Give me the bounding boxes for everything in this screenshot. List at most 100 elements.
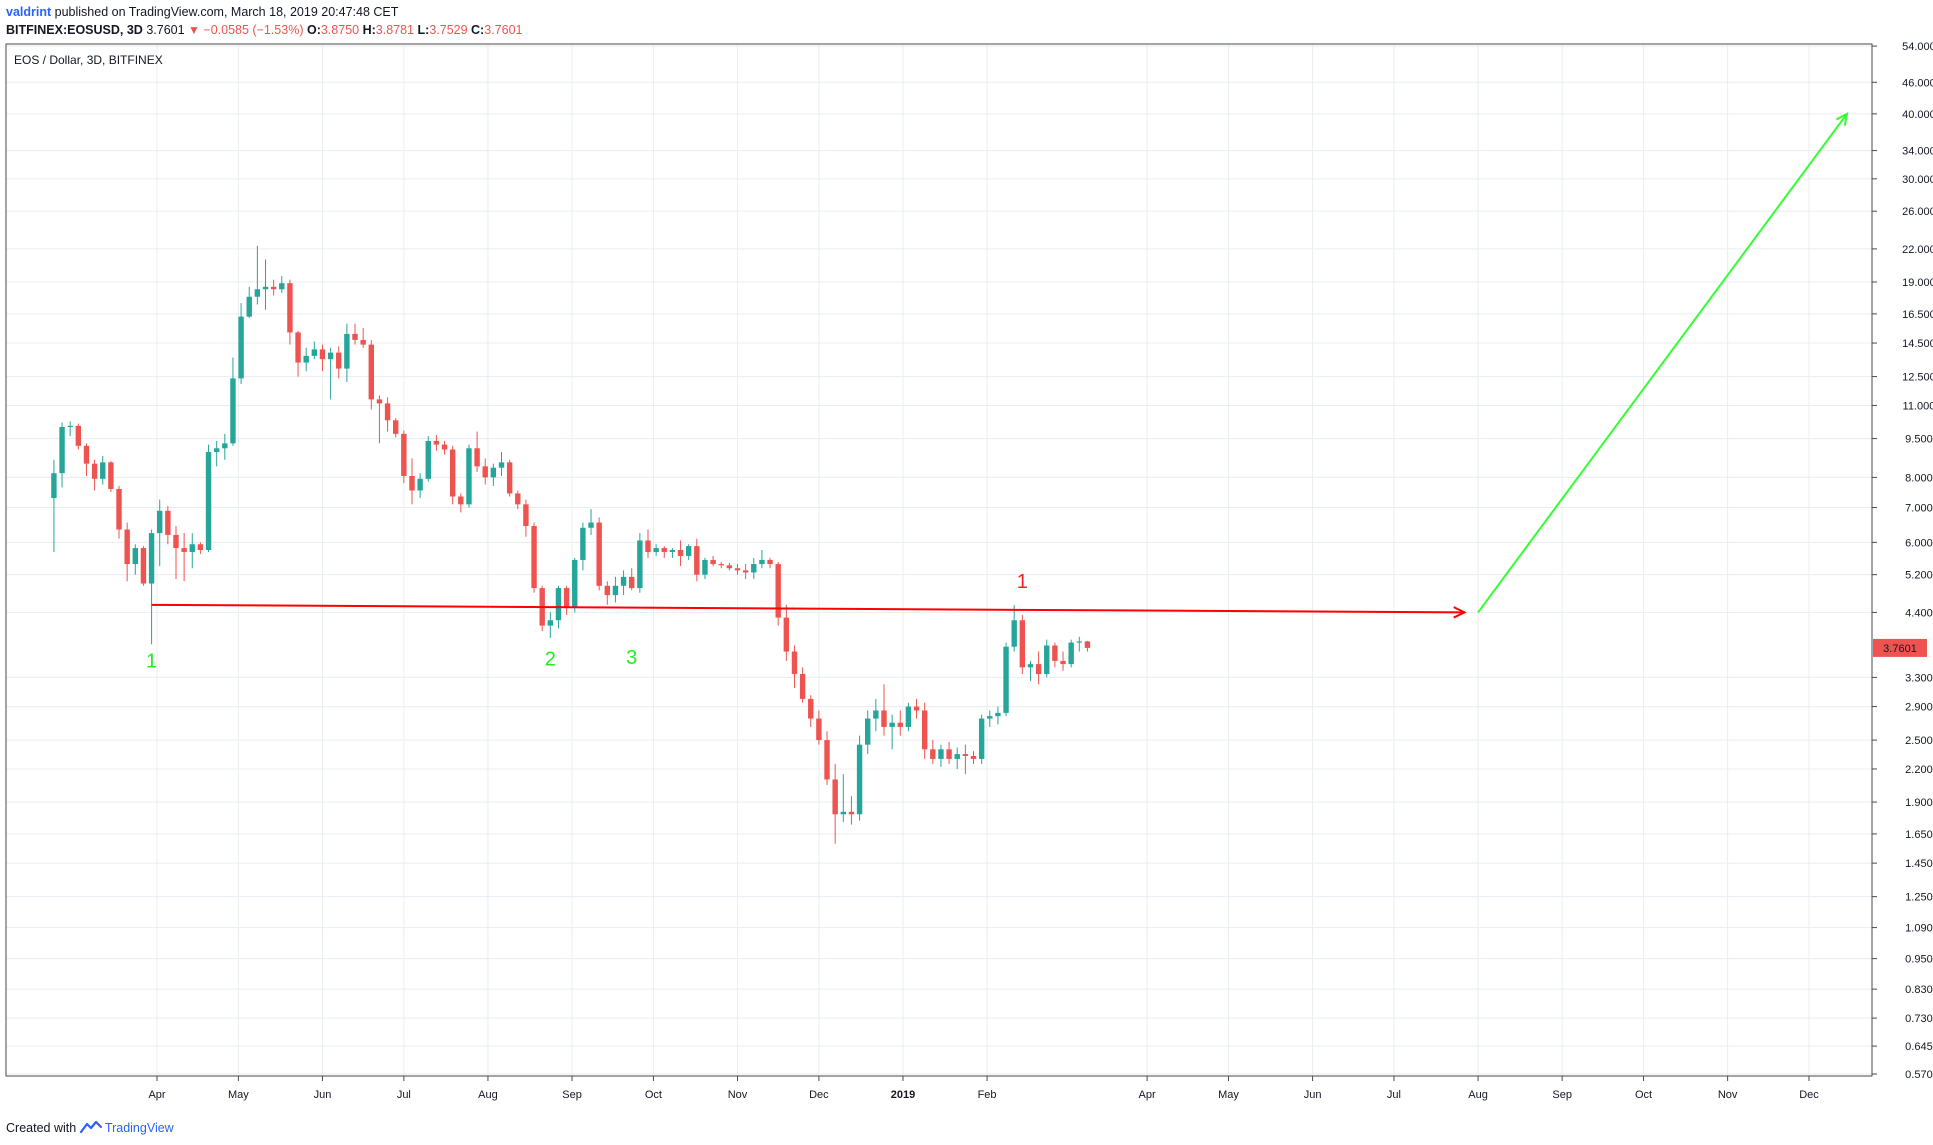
candle [124,522,130,582]
candle [783,604,790,661]
candle-body [1011,620,1017,647]
candle [515,490,521,510]
candle-body [759,559,765,565]
candle-body [238,316,244,379]
candle [539,585,545,632]
close-label: C: [471,23,485,37]
wave-label: 3 [626,647,637,669]
candle [197,542,204,554]
time-tick-label: May [228,1089,249,1101]
annotations-layer: 1 2 3 1 [146,112,1849,672]
candle-body [856,744,863,815]
candle-body [181,548,187,552]
wave-label: 1 [1017,571,1028,593]
symbol-info: BITFINEX:EOSUSD, 3D 3.7601 ▼ −0.0585 (−1… [6,23,522,37]
price-tick-label: 19.0000 [1902,277,1933,289]
candle-body [515,493,521,505]
candle [913,698,920,719]
candle [759,550,765,569]
open-value: 3.8750 [320,23,360,37]
publish-info: valdrint published on TradingView.com, M… [6,5,398,19]
candle-body [1027,664,1034,668]
candle-body [588,522,594,528]
candle [425,436,431,482]
candle [230,357,236,446]
candle-body [498,462,505,468]
candle-body [921,710,928,750]
price-tick-label: 8.0000 [1905,472,1933,484]
candle-body [67,425,73,427]
time-tick-label: Nov [1718,1089,1738,1101]
candle-body [124,529,130,565]
time-tick-label: Dec [1799,1089,1819,1101]
price-tick-label: 14.5000 [1902,338,1933,350]
candle [319,344,326,372]
time-tick-label: Aug [1468,1089,1488,1101]
symbol-name[interactable]: BITFINEX:EOSUSD, 3D [6,23,143,37]
price-tick-label: 2.5000 [1905,735,1933,747]
time-tick-label: Jun [314,1089,332,1101]
candle [791,645,798,688]
candle [840,774,846,822]
candle-body [523,504,529,527]
candle [393,418,399,438]
candle-body [83,445,90,464]
candle-body [401,433,407,476]
candle-body [51,473,57,499]
candle [295,330,301,377]
candle-body [987,716,993,719]
candle [238,303,244,384]
time-tick-label: Sep [1552,1089,1572,1101]
time-tick-label: Aug [478,1089,498,1101]
candle-body [59,426,65,474]
candle-body [474,448,480,467]
candle-body [783,617,790,652]
candle [612,576,619,603]
candle-body [751,564,757,573]
candle [311,341,318,360]
price-tick-label: 9.5000 [1905,434,1933,446]
price-tick-label: 54.0000 [1902,41,1933,53]
candle-body [91,463,98,479]
candle [409,458,415,505]
candle-body [572,559,578,608]
candle-body [140,548,147,584]
time-tick-label: Oct [645,1089,662,1101]
time-tick-label: Apr [1139,1089,1156,1101]
candle-body [482,466,488,478]
candle-body [889,722,895,727]
candle-body [1084,641,1091,648]
candle-body [1076,641,1082,643]
tradingview-link[interactable]: TradingView [104,1121,174,1135]
candle-body [336,352,342,369]
candle-body [376,399,383,404]
time-tick-label: Nov [728,1089,748,1101]
price-tick-label: 30.0000 [1902,174,1933,186]
candle-body [995,712,1001,717]
candle [262,259,269,310]
chart-grid [6,44,1872,1076]
price-tick-label: 1.6500 [1905,829,1933,841]
candle-body [205,452,212,551]
candle [384,397,391,432]
candle [506,459,513,497]
candle [1035,651,1042,685]
candle-body [409,475,415,491]
candle-body [710,559,716,565]
candle-body [685,546,692,556]
candle [490,463,497,487]
candle-body [742,570,749,573]
low-value: 3.7529 [429,23,468,37]
candle-body [352,333,358,340]
candle-body [360,339,366,345]
candle-body [279,283,285,290]
candle-body [677,550,684,556]
low-label: L: [417,23,430,37]
candle-body [287,283,293,333]
author-link[interactable]: valdrint [6,5,52,19]
candle [889,714,895,750]
candle-body [165,510,171,535]
